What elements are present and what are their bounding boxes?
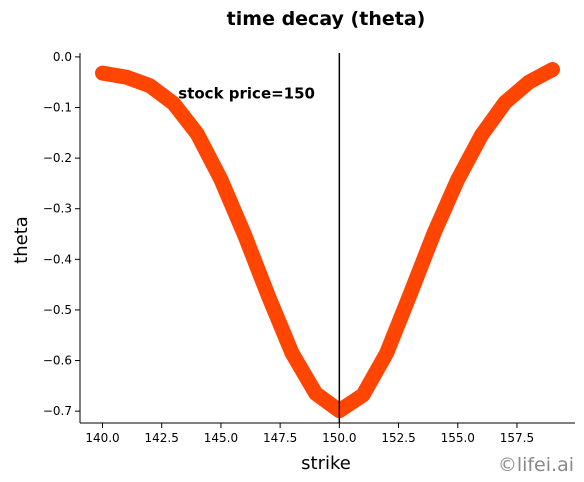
y-tick-label: 0.0 — [53, 50, 72, 64]
stock-price-annotation: stock price=150 — [178, 84, 315, 102]
data-point — [480, 134, 483, 137]
x-tick-label: 145.0 — [204, 431, 238, 445]
data-point — [456, 178, 459, 181]
data-point — [290, 351, 293, 354]
data-point — [433, 232, 436, 235]
data-point — [362, 393, 365, 396]
data-point — [551, 68, 554, 71]
data-point — [409, 292, 412, 295]
x-tick-label: 142.5 — [145, 431, 179, 445]
y-axis-label: theta — [11, 216, 32, 264]
x-axis-ticks: 140.0 142.5 145.0 147.5 150.0 152.5 155.0 157.5 — [85, 423, 534, 445]
y-tick-label: −0.7 — [43, 404, 72, 418]
data-point — [504, 101, 507, 104]
x-tick-label: 140.0 — [85, 431, 119, 445]
y-tick-label: −0.1 — [43, 101, 72, 115]
data-point — [125, 76, 128, 79]
y-tick-label: −0.6 — [43, 354, 72, 368]
data-point — [267, 294, 270, 297]
watermark: ©lifei.ai — [498, 454, 574, 476]
chart-title: time decay (theta) — [227, 8, 426, 30]
data-point — [243, 234, 246, 237]
data-point — [527, 81, 530, 84]
x-tick-label: 147.5 — [263, 431, 297, 445]
x-tick-label: 152.5 — [381, 431, 415, 445]
y-axis-ticks: 0.0 −0.1 −0.2 −0.3 −0.4 −0.5 −0.6 −0.7 — [43, 50, 80, 418]
x-tick-label: 155.0 — [441, 431, 475, 445]
data-point — [101, 72, 104, 75]
y-tick-label: −0.3 — [43, 202, 72, 216]
y-tick-label: −0.2 — [43, 151, 72, 165]
x-tick-label: 150.0 — [322, 431, 356, 445]
data-point — [196, 132, 199, 135]
data-point — [172, 102, 175, 105]
data-point — [219, 178, 222, 181]
x-tick-label: 157.5 — [500, 431, 534, 445]
data-point — [314, 392, 317, 395]
data-point — [385, 351, 388, 354]
theta-series-line — [95, 62, 560, 419]
y-tick-label: −0.4 — [43, 252, 72, 266]
y-tick-label: −0.5 — [43, 303, 72, 317]
x-axis-label: strike — [301, 453, 351, 474]
data-point — [148, 84, 151, 87]
plot-area: stock price=150 — [95, 53, 560, 423]
